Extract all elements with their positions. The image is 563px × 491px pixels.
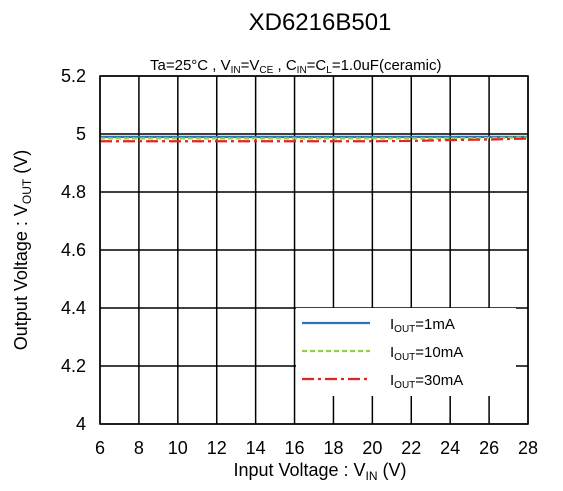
y-axis-label: Output Voltage : VOUT (V) bbox=[11, 150, 34, 350]
legend-label-2: IOUT=10mA bbox=[390, 344, 463, 363]
y-tick-label: 4.6 bbox=[61, 240, 86, 260]
x-tick-label: 22 bbox=[401, 438, 421, 458]
legend-label-1: IOUT=1mA bbox=[390, 316, 455, 335]
legend: IOUT=1mA IOUT=10mA IOUT=30mA bbox=[296, 308, 516, 396]
y-tick-labels: 4 4.2 4.4 4.6 4.8 5 5.2 bbox=[61, 66, 86, 434]
x-tick-label: 6 bbox=[95, 438, 105, 458]
x-tick-label: 10 bbox=[168, 438, 188, 458]
x-tick-label: 28 bbox=[518, 438, 538, 458]
plot-frame bbox=[99, 75, 529, 425]
x-tick-label: 20 bbox=[362, 438, 382, 458]
x-tick-label: 12 bbox=[207, 438, 227, 458]
x-tick-label: 18 bbox=[323, 438, 343, 458]
x-tick-label: 8 bbox=[134, 438, 144, 458]
series-line-3 bbox=[100, 137, 529, 143]
y-tick-label: 5.2 bbox=[61, 66, 86, 86]
conditions-label: Ta=25°C , VIN=VCE , CIN=CL=1.0uF(ceramic… bbox=[150, 57, 441, 76]
series-line-2 bbox=[100, 136, 529, 140]
y-tick-label: 4.2 bbox=[61, 356, 86, 376]
x-tick-label: 26 bbox=[479, 438, 499, 458]
x-tick-label: 14 bbox=[246, 438, 266, 458]
y-tick-label: 4 bbox=[76, 414, 86, 434]
x-tick-label: 16 bbox=[285, 438, 305, 458]
x-tick-label: 24 bbox=[440, 438, 460, 458]
legend-label-3: IOUT=30mA bbox=[390, 372, 463, 391]
x-tick-labels: 6 8 10 12 14 16 18 20 22 24 26 28 bbox=[95, 438, 538, 458]
y-tick-label: 5 bbox=[76, 124, 86, 144]
y-tick-label: 4.4 bbox=[61, 298, 86, 318]
series-group bbox=[100, 135, 529, 143]
y-tick-label: 4.8 bbox=[61, 182, 86, 202]
chart-title: XD6216B501 bbox=[249, 9, 392, 36]
x-axis-label: Input Voltage : VIN (V) bbox=[233, 460, 406, 483]
